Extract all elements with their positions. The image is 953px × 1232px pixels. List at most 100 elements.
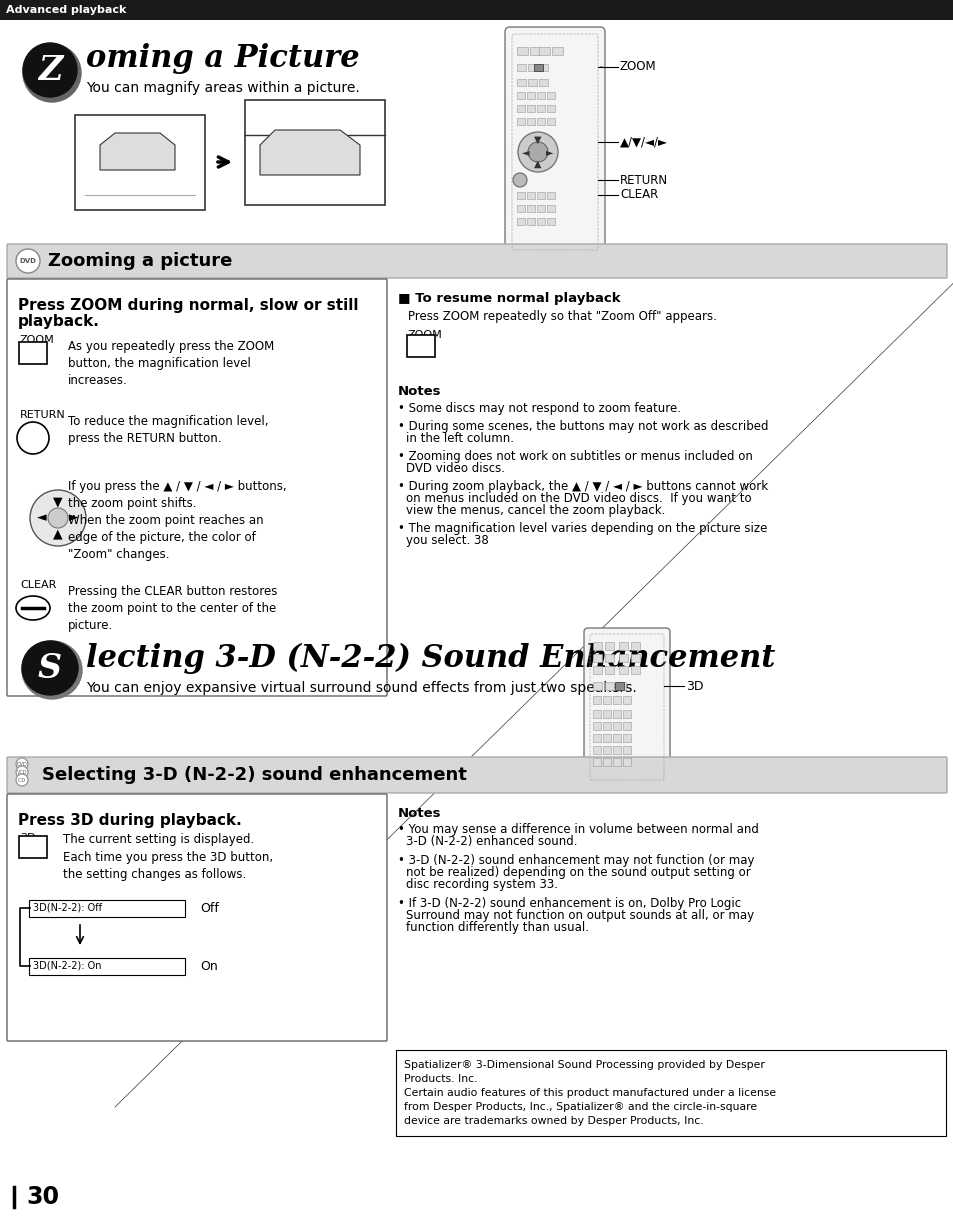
FancyBboxPatch shape — [623, 758, 631, 765]
Text: ▲: ▲ — [53, 527, 63, 541]
FancyBboxPatch shape — [623, 745, 631, 754]
FancyBboxPatch shape — [605, 653, 614, 662]
Text: 3-D (N-2-2) enhanced sound.: 3-D (N-2-2) enhanced sound. — [406, 835, 577, 848]
Text: On: On — [200, 960, 217, 972]
FancyBboxPatch shape — [517, 105, 525, 112]
FancyBboxPatch shape — [593, 745, 601, 754]
Text: • Some discs may not respond to zoom feature.: • Some discs may not respond to zoom fea… — [397, 402, 680, 415]
FancyBboxPatch shape — [613, 733, 620, 742]
Text: ■ To resume normal playback: ■ To resume normal playback — [397, 292, 620, 306]
Text: CLEAR: CLEAR — [20, 580, 56, 590]
FancyBboxPatch shape — [537, 105, 545, 112]
Text: You can magnify areas within a picture.: You can magnify areas within a picture. — [86, 81, 359, 95]
FancyBboxPatch shape — [527, 218, 535, 224]
FancyBboxPatch shape — [603, 733, 611, 742]
FancyBboxPatch shape — [504, 27, 604, 257]
Text: view the menus, cancel the zoom playback.: view the menus, cancel the zoom playback… — [406, 504, 664, 517]
FancyBboxPatch shape — [537, 117, 545, 124]
FancyBboxPatch shape — [7, 756, 946, 793]
Circle shape — [16, 766, 28, 777]
Text: ZOOM: ZOOM — [408, 330, 442, 340]
FancyBboxPatch shape — [613, 745, 620, 754]
Polygon shape — [260, 131, 359, 175]
Text: Press ZOOM during normal, slow or still: Press ZOOM during normal, slow or still — [18, 298, 358, 313]
Text: 3D(N-2-2): On: 3D(N-2-2): On — [33, 961, 101, 971]
Text: VCD: VCD — [17, 770, 28, 775]
FancyBboxPatch shape — [617, 681, 626, 690]
FancyBboxPatch shape — [593, 665, 602, 674]
Circle shape — [17, 423, 49, 455]
FancyBboxPatch shape — [603, 710, 611, 717]
FancyBboxPatch shape — [539, 79, 548, 85]
FancyBboxPatch shape — [547, 91, 555, 99]
FancyBboxPatch shape — [547, 218, 555, 224]
FancyBboxPatch shape — [605, 681, 614, 690]
Circle shape — [16, 758, 28, 770]
Text: Off: Off — [200, 902, 218, 914]
Text: Press 3D during playback.: Press 3D during playback. — [18, 813, 241, 828]
Text: ◄: ◄ — [521, 147, 529, 156]
FancyBboxPatch shape — [517, 191, 525, 198]
FancyBboxPatch shape — [530, 47, 541, 54]
FancyBboxPatch shape — [517, 205, 525, 212]
Ellipse shape — [23, 43, 77, 97]
Text: RETURN: RETURN — [20, 410, 66, 420]
Circle shape — [30, 490, 86, 546]
FancyBboxPatch shape — [539, 64, 548, 70]
FancyBboxPatch shape — [527, 191, 535, 198]
Text: To reduce the magnification level,
press the RETURN button.: To reduce the magnification level, press… — [68, 415, 268, 445]
FancyBboxPatch shape — [618, 642, 628, 649]
FancyBboxPatch shape — [603, 696, 611, 703]
FancyBboxPatch shape — [407, 335, 435, 357]
FancyBboxPatch shape — [528, 79, 537, 85]
FancyBboxPatch shape — [527, 91, 535, 99]
FancyBboxPatch shape — [618, 653, 628, 662]
Text: Press ZOOM repeatedly so that "Zoom Off" appears.: Press ZOOM repeatedly so that "Zoom Off"… — [408, 310, 716, 323]
FancyBboxPatch shape — [30, 899, 185, 917]
Text: 3D(N-2-2): Off: 3D(N-2-2): Off — [33, 903, 102, 913]
FancyBboxPatch shape — [547, 105, 555, 112]
Text: ▲: ▲ — [534, 159, 541, 169]
FancyBboxPatch shape — [603, 758, 611, 765]
FancyBboxPatch shape — [613, 722, 620, 729]
Circle shape — [16, 249, 40, 274]
FancyBboxPatch shape — [517, 117, 525, 124]
Text: Spatializer® 3-Dimensional Sound Processing provided by Desper
Products. Inc.
Ce: Spatializer® 3-Dimensional Sound Process… — [403, 1060, 776, 1126]
Ellipse shape — [16, 596, 50, 620]
Text: ZOOM: ZOOM — [619, 60, 656, 74]
FancyBboxPatch shape — [623, 722, 631, 729]
FancyBboxPatch shape — [605, 642, 614, 649]
Text: on menus included on the DVD video discs.  If you want to: on menus included on the DVD video discs… — [406, 492, 751, 505]
Text: • The magnification level varies depending on the picture size: • The magnification level varies dependi… — [397, 522, 766, 535]
Text: Zooming a picture: Zooming a picture — [48, 253, 233, 270]
FancyBboxPatch shape — [613, 758, 620, 765]
Text: • Zooming does not work on subtitles or menus included on: • Zooming does not work on subtitles or … — [397, 450, 752, 463]
Text: Z: Z — [38, 53, 62, 86]
FancyBboxPatch shape — [547, 117, 555, 124]
FancyBboxPatch shape — [593, 758, 601, 765]
Text: CLEAR: CLEAR — [619, 188, 658, 202]
FancyBboxPatch shape — [593, 710, 601, 717]
FancyBboxPatch shape — [547, 205, 555, 212]
Circle shape — [48, 508, 68, 529]
FancyBboxPatch shape — [613, 710, 620, 717]
Text: function differently than usual.: function differently than usual. — [406, 922, 588, 934]
FancyBboxPatch shape — [534, 64, 543, 70]
Text: The current setting is displayed.: The current setting is displayed. — [63, 833, 254, 846]
FancyBboxPatch shape — [537, 205, 545, 212]
FancyBboxPatch shape — [603, 722, 611, 729]
Text: playback.: playback. — [18, 314, 100, 329]
Text: Advanced playback: Advanced playback — [6, 5, 126, 15]
Text: Notes: Notes — [397, 807, 441, 821]
FancyBboxPatch shape — [631, 653, 639, 662]
Circle shape — [527, 142, 547, 161]
Ellipse shape — [23, 44, 81, 102]
FancyBboxPatch shape — [613, 696, 620, 703]
FancyBboxPatch shape — [631, 642, 639, 649]
Circle shape — [517, 132, 558, 172]
FancyBboxPatch shape — [547, 191, 555, 198]
Polygon shape — [100, 133, 174, 170]
Text: S: S — [38, 652, 62, 685]
Text: If you press the ▲ / ▼ / ◄ / ► buttons,
the zoom point shifts.
When the zoom poi: If you press the ▲ / ▼ / ◄ / ► buttons, … — [68, 480, 286, 561]
Text: 3D: 3D — [685, 680, 702, 692]
